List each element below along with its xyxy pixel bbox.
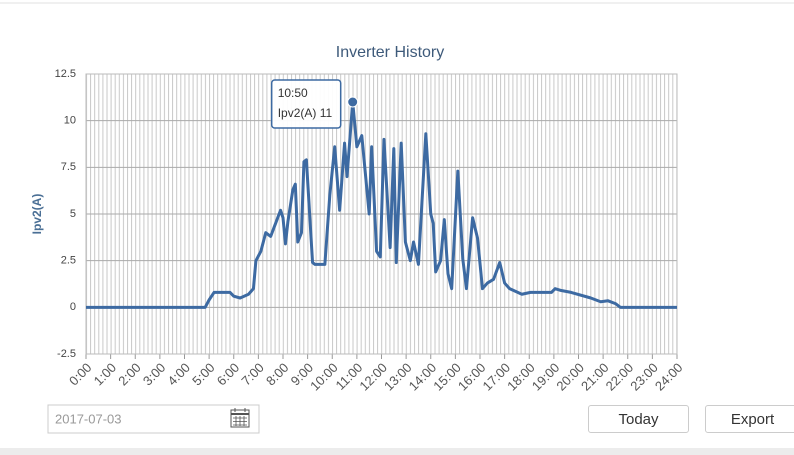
y-tick-label: 12.5 bbox=[55, 68, 76, 80]
x-tick-label: 12:00 bbox=[356, 360, 390, 394]
tooltip-number: 11 bbox=[320, 106, 333, 120]
y-axis-label: Ipv2(A) bbox=[30, 194, 44, 235]
x-tick-label: 19:00 bbox=[529, 360, 563, 394]
bottom-bar bbox=[0, 448, 794, 455]
y-tick-label: 5 bbox=[70, 208, 76, 220]
x-tick-label: 2:00 bbox=[115, 360, 144, 389]
x-tick-label: 22:00 bbox=[603, 360, 637, 394]
tooltip-box bbox=[270, 79, 342, 129]
calendar-icon[interactable] bbox=[230, 408, 250, 428]
y-tick-label: 0 bbox=[70, 301, 76, 313]
x-tick-label: 21:00 bbox=[578, 360, 612, 394]
x-tick-label: 6:00 bbox=[214, 360, 243, 389]
x-tick-label: 13:00 bbox=[381, 360, 415, 394]
x-tick-label: 14:00 bbox=[406, 360, 440, 394]
chart-title: Inverter History bbox=[336, 44, 444, 61]
plot-border bbox=[85, 73, 678, 355]
y-tick-label: 10 bbox=[64, 115, 76, 127]
x-tick-label: 1:00 bbox=[91, 360, 120, 389]
x-tick-label: 17:00 bbox=[480, 360, 514, 394]
x-tick-label: 20:00 bbox=[553, 360, 587, 394]
x-tick-label: 16:00 bbox=[455, 360, 489, 394]
tooltip-series: Ipv2(A) bbox=[278, 106, 317, 120]
line-series bbox=[86, 100, 677, 309]
date-input[interactable] bbox=[47, 404, 260, 434]
x-tick-label: 23:00 bbox=[627, 360, 661, 394]
today-button[interactable]: Today bbox=[588, 405, 689, 433]
x-tick-label: 3:00 bbox=[140, 360, 169, 389]
x-tick-label: 10:00 bbox=[307, 360, 341, 394]
hover-point bbox=[347, 96, 359, 108]
tooltip-value: Ipv2(A) 11 bbox=[278, 106, 333, 120]
x-tick-label: 0:00 bbox=[66, 360, 95, 389]
y-tick-label: -2.5 bbox=[57, 348, 76, 360]
y-tick-label: 7.5 bbox=[61, 161, 76, 173]
x-tick-label: 5:00 bbox=[189, 360, 218, 389]
date-value: 2017-07-03 bbox=[55, 411, 122, 426]
x-tick-label: 24:00 bbox=[652, 360, 686, 394]
x-tick-label: 15:00 bbox=[430, 360, 464, 394]
x-tick-label: 8:00 bbox=[263, 360, 292, 389]
export-button[interactable]: Export bbox=[705, 405, 794, 433]
y-tick-label: 2.5 bbox=[61, 255, 76, 267]
x-tick-label: 18:00 bbox=[504, 360, 538, 394]
x-tick-label: 7:00 bbox=[238, 360, 267, 389]
x-tick-label: 4:00 bbox=[165, 360, 194, 389]
tooltip-time: 10:50 bbox=[278, 86, 308, 100]
